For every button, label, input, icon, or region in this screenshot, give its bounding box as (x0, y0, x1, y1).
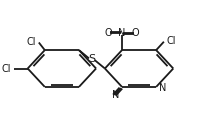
Text: Cl: Cl (166, 36, 176, 46)
Text: Cl: Cl (26, 37, 36, 47)
Text: N: N (112, 90, 119, 100)
Text: O: O (132, 28, 140, 38)
Text: Cl: Cl (2, 64, 11, 73)
Text: N: N (118, 28, 126, 38)
Text: S: S (88, 54, 95, 64)
Text: O: O (104, 28, 112, 38)
Text: N: N (159, 83, 167, 93)
